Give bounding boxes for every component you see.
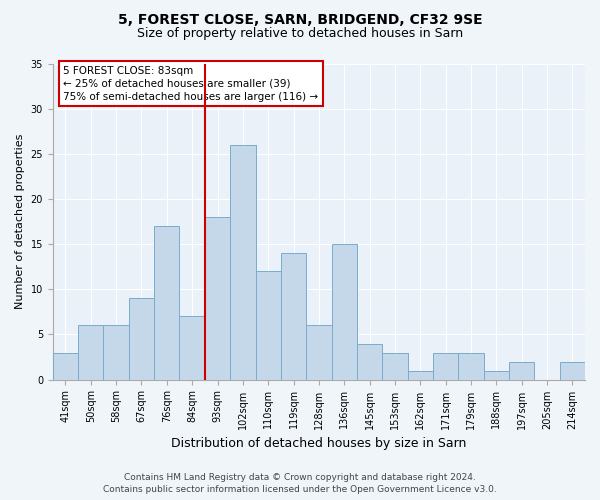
Bar — [509, 362, 535, 380]
Bar — [560, 362, 585, 380]
Bar — [357, 344, 382, 380]
Bar — [129, 298, 154, 380]
Text: 5, FOREST CLOSE, SARN, BRIDGEND, CF32 9SE: 5, FOREST CLOSE, SARN, BRIDGEND, CF32 9S… — [118, 12, 482, 26]
Text: Size of property relative to detached houses in Sarn: Size of property relative to detached ho… — [137, 28, 463, 40]
Bar — [256, 272, 281, 380]
Bar — [179, 316, 205, 380]
X-axis label: Distribution of detached houses by size in Sarn: Distribution of detached houses by size … — [171, 437, 467, 450]
Bar — [407, 370, 433, 380]
Bar — [433, 352, 458, 380]
Y-axis label: Number of detached properties: Number of detached properties — [15, 134, 25, 310]
Text: Contains HM Land Registry data © Crown copyright and database right 2024.
Contai: Contains HM Land Registry data © Crown c… — [103, 473, 497, 494]
Text: 5 FOREST CLOSE: 83sqm
← 25% of detached houses are smaller (39)
75% of semi-deta: 5 FOREST CLOSE: 83sqm ← 25% of detached … — [64, 66, 319, 102]
Bar — [154, 226, 179, 380]
Bar — [281, 254, 306, 380]
Bar — [205, 218, 230, 380]
Bar — [306, 326, 332, 380]
Bar — [103, 326, 129, 380]
Bar — [458, 352, 484, 380]
Bar — [78, 326, 103, 380]
Bar — [382, 352, 407, 380]
Bar — [230, 145, 256, 380]
Bar — [53, 352, 78, 380]
Bar — [484, 370, 509, 380]
Bar — [332, 244, 357, 380]
